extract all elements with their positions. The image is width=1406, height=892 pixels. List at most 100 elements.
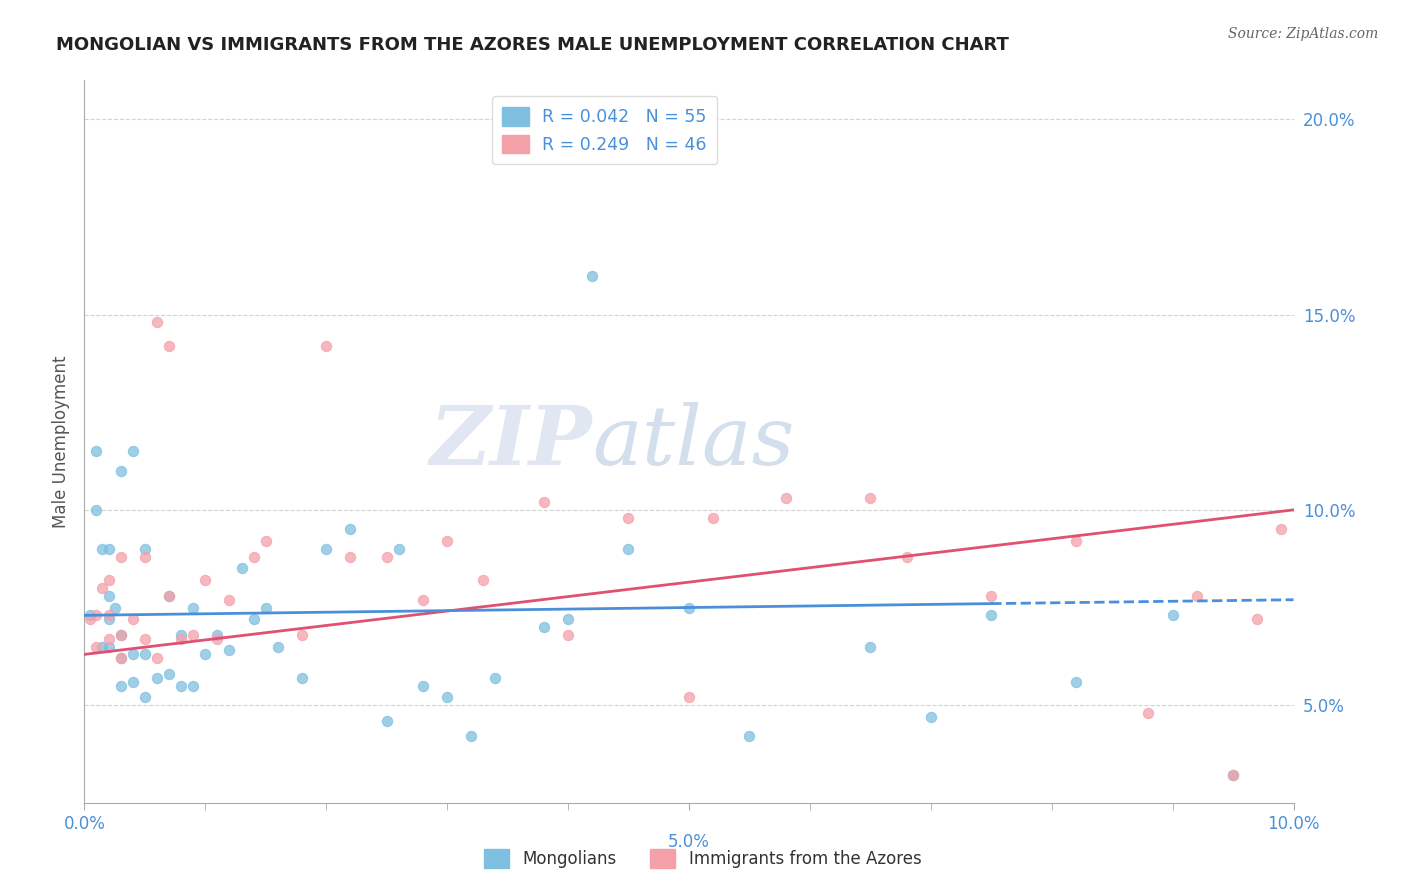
Point	[1222, 768, 1244, 782]
Point	[859, 491, 882, 505]
Point	[134, 648, 156, 662]
Point	[484, 671, 506, 685]
Point	[170, 628, 193, 642]
Point	[110, 651, 132, 665]
Point	[134, 549, 156, 564]
Point	[110, 549, 132, 564]
Point	[134, 690, 156, 705]
Point	[678, 600, 700, 615]
Point	[91, 640, 114, 654]
Point	[218, 592, 240, 607]
Point	[97, 541, 120, 556]
Point	[242, 549, 264, 564]
Point	[738, 730, 761, 744]
Point	[181, 679, 204, 693]
Y-axis label: Male Unemployment: Male Unemployment	[52, 355, 70, 528]
Point	[86, 608, 108, 623]
Point	[146, 651, 169, 665]
Point	[157, 589, 180, 603]
Point	[436, 690, 458, 705]
Point	[97, 573, 120, 587]
Point	[157, 667, 180, 681]
Point	[617, 510, 640, 524]
Point	[170, 679, 193, 693]
Point	[79, 608, 101, 623]
Point	[920, 710, 942, 724]
Point	[91, 541, 114, 556]
Point	[254, 534, 277, 549]
Point	[86, 444, 108, 458]
Point	[775, 491, 797, 505]
Point	[291, 671, 314, 685]
Point	[181, 628, 204, 642]
Point	[104, 600, 127, 615]
Point	[980, 608, 1002, 623]
Point	[557, 628, 579, 642]
Point	[581, 268, 603, 283]
Point	[97, 640, 120, 654]
Legend: R = 0.042   N = 55, R = 0.249   N = 46: R = 0.042 N = 55, R = 0.249 N = 46	[492, 96, 717, 164]
Point	[91, 581, 114, 595]
Point	[702, 510, 724, 524]
Point	[436, 534, 458, 549]
Point	[121, 674, 143, 689]
Point	[97, 608, 120, 623]
Point	[207, 632, 229, 646]
Point	[1222, 768, 1244, 782]
Point	[121, 612, 143, 626]
Point	[97, 612, 120, 626]
Point	[170, 632, 193, 646]
Point	[242, 612, 264, 626]
Point	[388, 541, 411, 556]
Point	[146, 671, 169, 685]
Point	[110, 679, 132, 693]
Point	[97, 632, 120, 646]
Point	[110, 628, 132, 642]
Point	[1270, 523, 1292, 537]
Point	[896, 549, 918, 564]
Point	[218, 643, 240, 657]
Point	[678, 690, 700, 705]
Point	[533, 495, 555, 509]
Legend: Mongolians, Immigrants from the Azores: Mongolians, Immigrants from the Azores	[478, 843, 928, 875]
Point	[146, 315, 169, 329]
Point	[1064, 674, 1087, 689]
Point	[121, 444, 143, 458]
Point	[194, 573, 217, 587]
Point	[339, 523, 361, 537]
Point	[375, 714, 398, 728]
Point	[181, 600, 204, 615]
Point	[110, 628, 132, 642]
Point	[86, 640, 108, 654]
Point	[110, 651, 132, 665]
Point	[291, 628, 314, 642]
Point	[207, 628, 229, 642]
Point	[157, 339, 180, 353]
Point	[134, 541, 156, 556]
Text: ZIP: ZIP	[430, 401, 592, 482]
Point	[315, 339, 337, 353]
Point	[1161, 608, 1184, 623]
Text: MONGOLIAN VS IMMIGRANTS FROM THE AZORES MALE UNEMPLOYMENT CORRELATION CHART: MONGOLIAN VS IMMIGRANTS FROM THE AZORES …	[56, 36, 1010, 54]
Point	[134, 632, 156, 646]
Point	[1185, 589, 1208, 603]
Point	[339, 549, 361, 564]
Point	[412, 592, 434, 607]
Point	[97, 589, 120, 603]
Point	[254, 600, 277, 615]
Point	[194, 648, 217, 662]
Point	[460, 730, 482, 744]
Text: atlas: atlas	[592, 401, 794, 482]
Point	[1064, 534, 1087, 549]
Point	[79, 612, 101, 626]
Point	[157, 589, 180, 603]
Point	[267, 640, 290, 654]
Point	[121, 648, 143, 662]
Point	[472, 573, 495, 587]
Point	[412, 679, 434, 693]
Point	[315, 541, 337, 556]
Point	[1246, 612, 1268, 626]
Point	[375, 549, 398, 564]
Point	[617, 541, 640, 556]
Text: Source: ZipAtlas.com: Source: ZipAtlas.com	[1227, 27, 1378, 41]
